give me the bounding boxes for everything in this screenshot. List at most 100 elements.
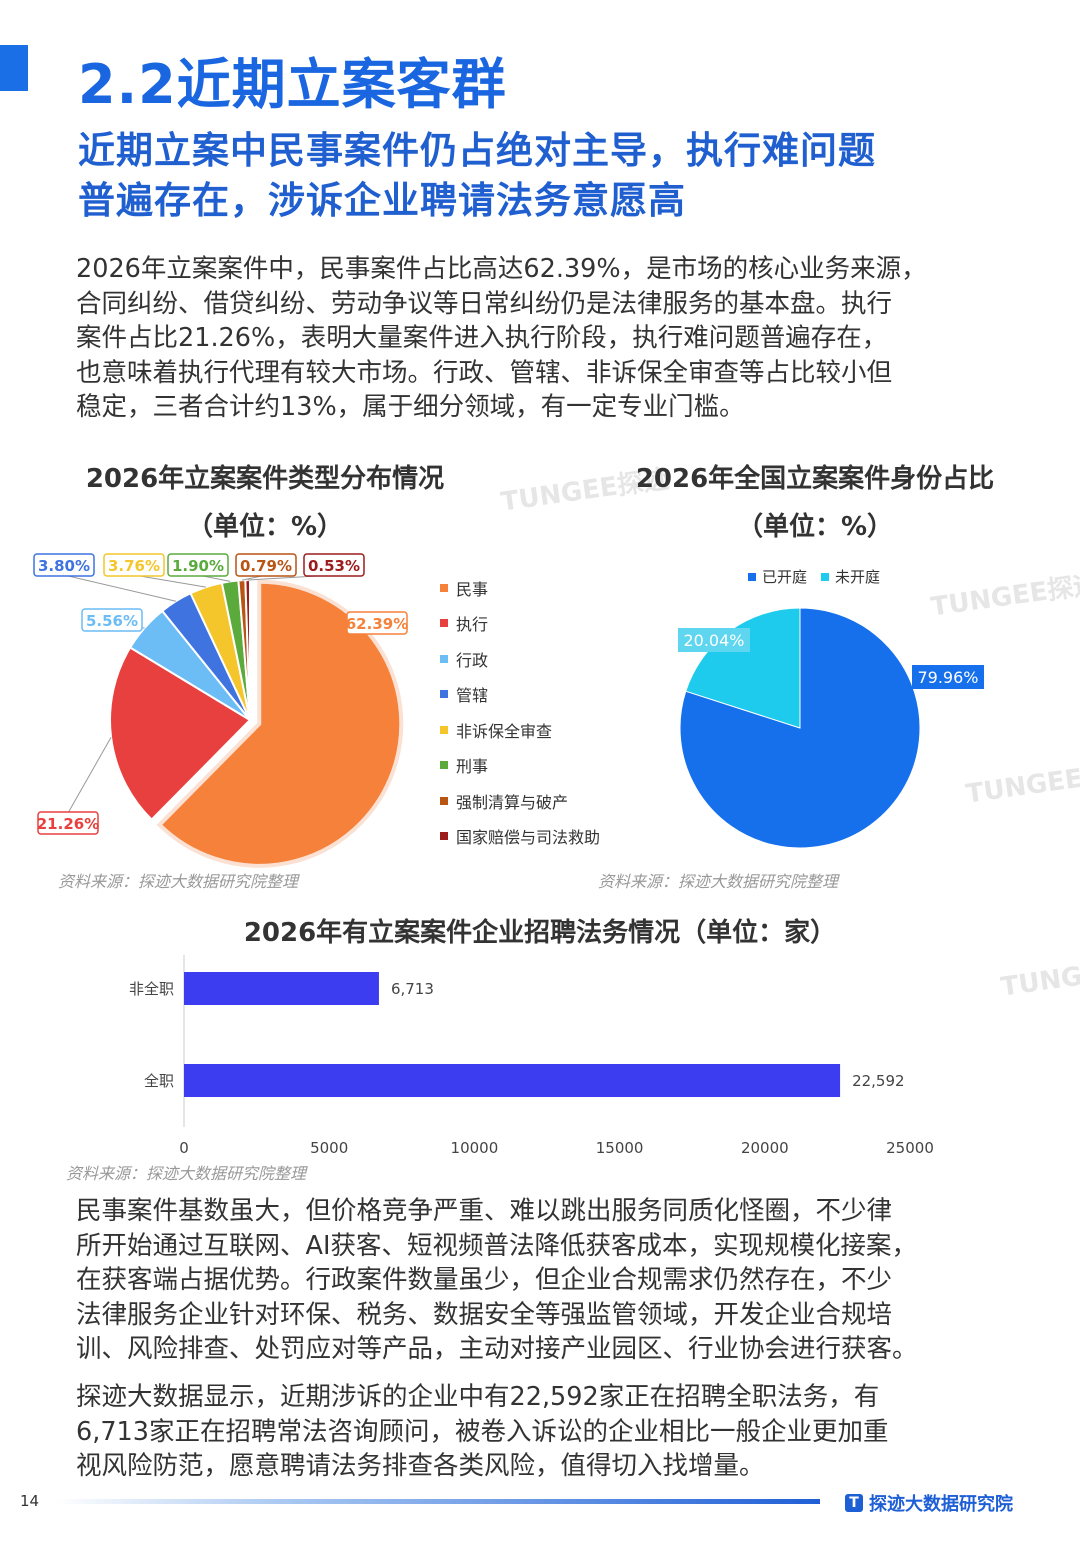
text-line: 6,713家正在招聘常法咨询顾问，被卷入诉讼的企业相比一般企业更加重 [76,1416,889,1447]
legend-item: 执行 [440,606,600,642]
footer-brand: T 探迹大数据研究院 [845,1490,1013,1516]
page-title: 2.2近期立案客群 [78,53,507,116]
chart3-title: 2026年有立案案件企业招聘法务情况（单位：家） [243,918,837,948]
legend-swatch [821,572,830,581]
subtitle-line: 近期立案中民事案件仍占绝对主导，执行难问题 [78,129,876,172]
text-line: 视风险防范，愿意聘请法务排查各类风险，值得切入找增量。 [76,1451,765,1481]
brand-name: 探迹大数据研究院 [869,1494,1013,1515]
data-label-6: 0.79% [235,553,297,581]
svg-text:5.56%: 5.56% [86,612,138,630]
x-tick-label: 5000 [310,1139,348,1157]
pie-chart-hearing-status: 79.96% 20.04% [678,607,984,849]
chart2-subtitle: （单位：%） [736,512,894,542]
pie-slice-1 [109,646,252,822]
chart2-legend: 已开庭 未开庭 [748,566,880,587]
chart2-title: 2026年全国立案案件身份占比 [635,464,995,494]
intro-paragraph: 2026年立案案件中，民事案件占比高达62.39%，是市场的核心业务来源， 合同… [76,252,927,425]
legend-item: 民事 [440,570,600,606]
legend-item: 国家赔偿与司法救助 [440,819,600,855]
category-label: 全职 [144,1072,174,1090]
text-line: 2026年立案案件中，民事案件占比高达62.39%，是市场的核心业务来源， [76,254,927,284]
legend-swatch [748,572,756,581]
value-label: 22,592 [852,1072,905,1090]
x-tick-label: 25000 [886,1139,934,1157]
legend-item: 强制清算与破产 [440,783,600,819]
analysis-paragraph: 民事案件基数虽大，但价格竞争严重、难以跳出服务同质化怪圈，不少律 所开始通过互联… [76,1194,918,1367]
legend-label: 刑事 [456,757,489,777]
text-line: 也意味着执行代理有较大市场。行政、管辖、非诉保全审查等占比较小但 [76,357,893,388]
data-label-5: 1.90% [167,553,231,582]
data-paragraph: 探迹大数据显示，近期涉诉的企业中有22,592家正在招聘全职法务，有 6,713… [76,1380,889,1484]
chart2-source: 资料来源：探迹大数据研究院整理 [598,872,839,891]
text-line: 民事案件基数虽大，但价格竞争严重、难以跳出服务同质化怪圈，不少律 [76,1196,893,1226]
data-label-7: 0.53% [247,553,365,581]
legend-item: 非诉保全审查 [440,712,600,748]
text-line: 训、风险排查、处罚应对等产品，主动对接产业园区、行业协会进行获客。 [76,1334,918,1364]
x-tick-label: 10000 [451,1139,499,1157]
bar-1 [184,1064,841,1097]
legend-swatch [440,761,448,770]
legend-item: 刑事 [440,748,600,784]
data-label-2: 5.56% [81,608,145,632]
legend-swatch [440,654,448,663]
chart1-subtitle: （单位：%） [186,512,344,542]
text-line: 合同纠纷、借贷纠纷、劳动争议等日常纠纷仍是法律服务的基本盘。执行 [76,288,893,319]
legend-label: 民事 [456,579,489,599]
svg-text:1.90%: 1.90% [172,557,224,575]
text-line: 探迹大数据显示，近期涉诉的企业中有22,592家正在招聘全职法务，有 [76,1382,880,1412]
data-label-3: 3.80% [33,553,176,602]
title-accent-bar [0,45,28,91]
chart1-legend: 民事执行行政管辖非诉保全审查 刑事强制清算与破产国家赔偿与司法救助 [440,570,600,854]
x-tick-label: 0 [179,1139,189,1157]
chart1-title: 2026年立案案件类型分布情况 [85,464,445,494]
data-label-0: 62.39% [346,611,408,635]
data-label-4: 3.76% [103,553,206,588]
legend-label: 未开庭 [835,568,881,586]
legend-label: 强制清算与破产 [456,792,569,812]
legend-swatch [440,725,448,734]
legend-swatch [440,796,448,805]
footer-divider [55,1499,820,1504]
legend-swatch [440,832,448,841]
watermark: TUNGEE探迹 [999,949,1080,1003]
legend-item: 管辖 [440,677,600,713]
chart1-source: 资料来源：探迹大数据研究院整理 [58,872,299,891]
pie-slice-0 [156,579,404,868]
svg-text:0.53%: 0.53% [308,557,360,575]
legend-label: 执行 [456,615,489,635]
svg-text:3.76%: 3.76% [108,557,160,575]
chart3-source: 资料来源：探迹大数据研究院整理 [66,1164,307,1183]
text-line: 稳定，三者合计约13%，属于细分领域，有一定专业门槛。 [76,392,745,422]
legend-label: 管辖 [456,686,489,706]
legend-item: 行政 [440,641,600,677]
legend-label: 已开庭 [762,568,808,586]
subtitle-line: 普遍存在，涉诉企业聘请法务意愿高 [78,179,686,222]
text-line: 案件占比21.26%，表明大量案件进入执行阶段，执行难问题普遍存在， [76,323,888,353]
bar-0 [184,972,379,1005]
text-line: 所开始通过互联网、AI获客、短视频普法降低获客成本，实现规模化接案， [76,1230,917,1261]
svg-text:79.96%: 79.96% [917,668,978,687]
value-label: 6,713 [391,980,434,998]
x-tick-label: 20000 [741,1139,789,1157]
svg-text:21.26%: 21.26% [37,815,99,833]
bar-chart-legal-hiring: 非全职 6,713 全职 22,592 0 5000 10000 15000 20000 2500… [129,955,934,1157]
data-label-1: 21.26% [37,737,112,835]
legend-swatch [440,619,448,628]
pie-chart-case-types: 62.39% 21.26% 5.56% 3.80% 3.76% 1.90% 0.79% 0.5… [33,553,408,868]
data-label-0: 79.96% [912,665,984,689]
x-tick-label: 15000 [596,1139,644,1157]
svg-text:62.39%: 62.39% [346,615,408,633]
svg-text:0.79%: 0.79% [240,557,292,575]
legend-label: 行政 [456,650,489,670]
svg-text:20.04%: 20.04% [683,631,744,650]
legend-item: 已开庭 [748,566,807,587]
svg-text:3.80%: 3.80% [38,557,90,575]
legend-label: 非诉保全审查 [456,721,553,741]
category-label: 非全职 [129,980,174,998]
data-label-1: 20.04% [678,628,750,652]
text-line: 在获客端占据优势。行政案件数量虽少，但企业合规需求仍然存在，不少 [76,1265,893,1295]
page-number: 14 [20,1492,40,1510]
legend-swatch [440,583,448,592]
legend-item: 未开庭 [821,566,880,587]
